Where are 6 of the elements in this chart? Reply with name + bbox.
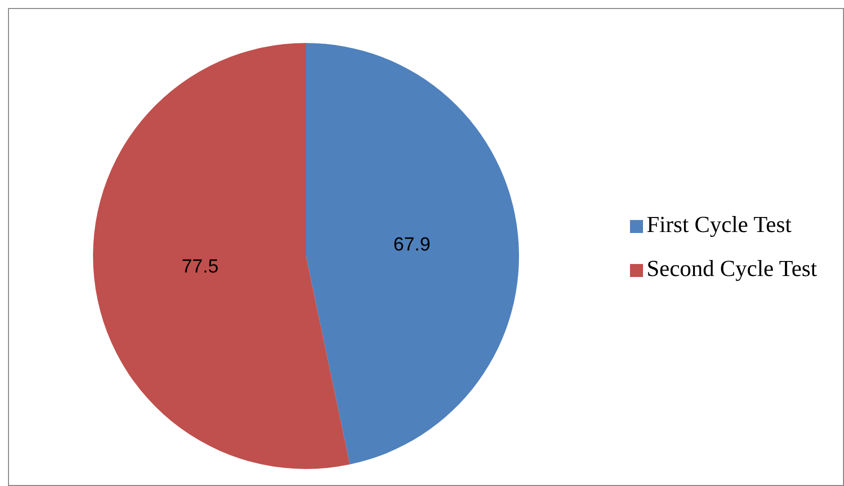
legend-label: Second Cycle Test [646, 256, 817, 281]
pie-slice [306, 43, 519, 464]
data-label: 67.9 [393, 234, 430, 256]
data-label: 77.5 [182, 256, 219, 278]
legend-label: First Cycle Test [646, 212, 792, 237]
pie-slice [93, 43, 350, 469]
